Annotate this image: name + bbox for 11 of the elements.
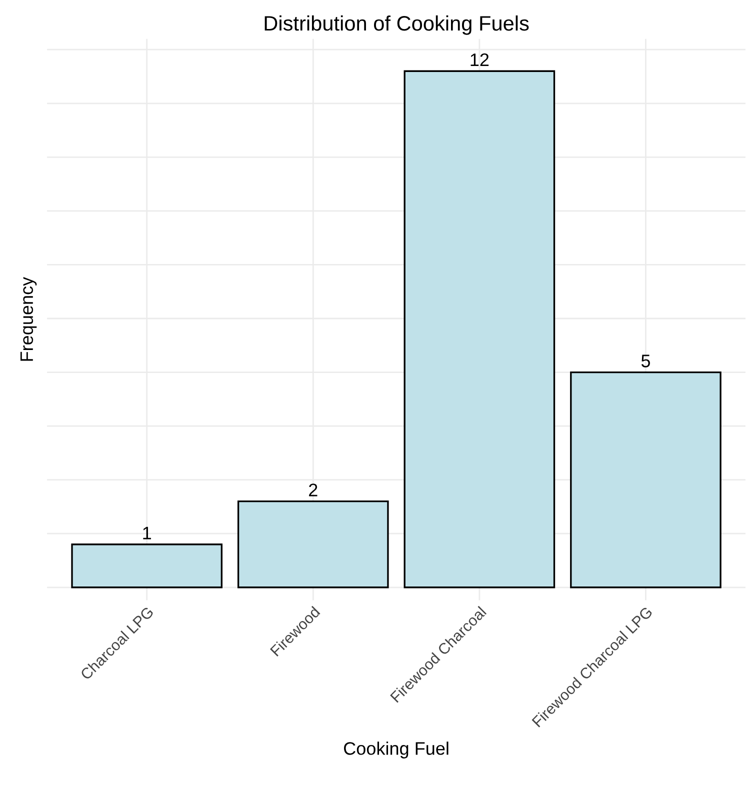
bar <box>71 544 223 588</box>
data-label: 12 <box>470 53 489 66</box>
bar <box>404 70 556 588</box>
chart-title: Distribution of Cooking Fuels <box>264 15 529 35</box>
y-axis-title: Frequency <box>20 276 37 361</box>
x-axis-title: Cooking Fuel <box>344 742 448 758</box>
data-label: 2 <box>309 484 318 496</box>
data-label: 1 <box>143 526 151 540</box>
bar <box>570 371 722 588</box>
data-label: 5 <box>641 354 650 368</box>
bar <box>237 500 389 588</box>
